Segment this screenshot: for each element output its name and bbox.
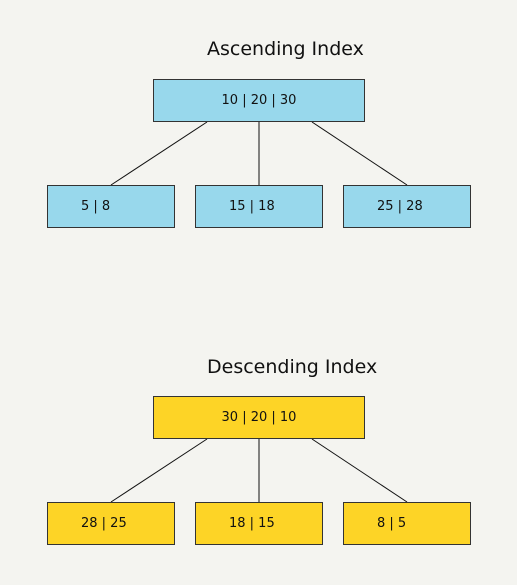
descending-leaf-node-3: 8 | 5 bbox=[343, 502, 471, 545]
descending-leaf-node-1: 28 | 25 bbox=[47, 502, 175, 545]
descending-leaf-label-2: 18 | 15 bbox=[229, 516, 275, 531]
descending-root-label: 30 | 20 | 10 bbox=[221, 410, 297, 425]
ascending-leaf-node-2: 15 | 18 bbox=[195, 185, 323, 228]
desc-edge-left bbox=[110, 438, 208, 503]
descending-leaf-node-2: 18 | 15 bbox=[195, 502, 323, 545]
descending-title: Descending Index bbox=[207, 356, 378, 378]
descending-leaf-label-3: 8 | 5 bbox=[377, 516, 407, 531]
ascending-leaf-label-1: 5 | 8 bbox=[81, 199, 111, 214]
ascending-leaf-node-3: 25 | 28 bbox=[343, 185, 471, 228]
ascending-title: Ascending Index bbox=[207, 38, 364, 60]
ascending-root-label: 10 | 20 | 30 bbox=[221, 93, 297, 108]
ascending-leaf-label-3: 25 | 28 bbox=[377, 199, 423, 214]
ascending-root-node: 10 | 20 | 30 bbox=[153, 79, 365, 122]
descending-leaf-label-1: 28 | 25 bbox=[81, 516, 127, 531]
desc-edge-right bbox=[311, 438, 408, 503]
ascending-leaf-label-2: 15 | 18 bbox=[229, 199, 275, 214]
ascending-leaf-node-1: 5 | 8 bbox=[47, 185, 175, 228]
descending-root-node: 30 | 20 | 10 bbox=[153, 396, 365, 439]
asc-edge-left bbox=[110, 121, 208, 186]
asc-edge-right bbox=[311, 121, 408, 186]
